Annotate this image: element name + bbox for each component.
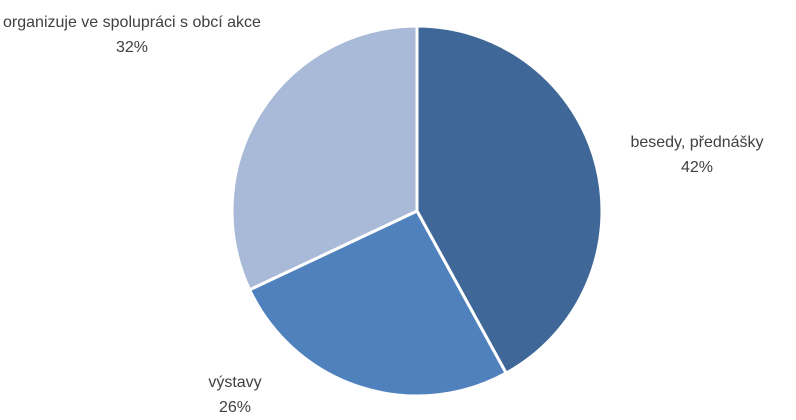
pie-slice xyxy=(415,24,604,375)
value-label: 42% xyxy=(680,159,714,176)
value-label: 32% xyxy=(115,39,149,56)
value-label: 26% xyxy=(218,399,252,416)
data-label: organizuje ve spolupráci s obcí akce 32% xyxy=(1,10,263,60)
data-label: besedy, přednášky 42% xyxy=(597,130,796,180)
category-label: výstavy xyxy=(208,374,262,391)
pie-slice xyxy=(248,209,508,398)
category-label: besedy, přednášky xyxy=(630,134,764,151)
pie-slice xyxy=(230,24,419,292)
category-label: organizuje ve spolupráci s obcí akce xyxy=(3,14,261,31)
data-label: výstavy 26% xyxy=(135,370,335,420)
